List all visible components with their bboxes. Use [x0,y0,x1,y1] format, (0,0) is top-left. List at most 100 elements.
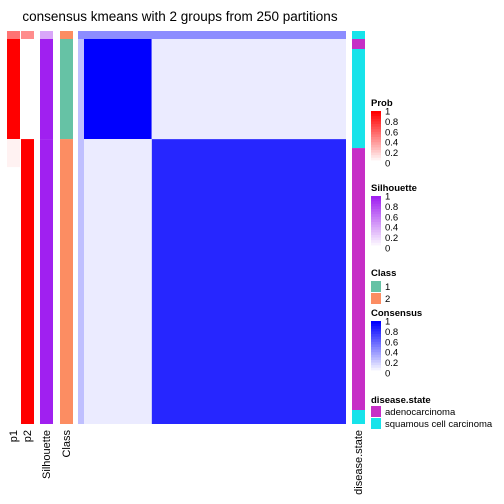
class-legend-label: 1 [385,282,390,293]
consensus-legend-swatch [371,360,381,364]
silhouette-legend-swatch [371,222,381,226]
prob-legend-swatch [371,157,381,161]
consensus-legend-swatch [371,328,381,332]
silhouette-legend-tick: 0.8 [385,202,398,213]
silhouette-legend-tick: 0.6 [385,212,398,223]
consensus-block-class-2 [151,139,346,424]
silhouette-legend-swatch [371,198,381,202]
annotation-labels: p1 p2 Silhouette Class disease.state [8,430,365,495]
p1-cell-class-2 [7,139,20,424]
silhouette-label: Silhouette [41,430,53,479]
consensus-legend-swatch [371,331,381,335]
disease-state-label: disease.state [353,430,365,495]
chart-title: consensus kmeans with 2 groups from 250 … [22,9,338,24]
consensus-block-between-a [151,31,346,140]
prob-legend-swatch [371,131,381,135]
prob-legend-tick: 0 [385,159,390,170]
consensus-legend-swatch [371,354,381,358]
class-legend-title: Class [371,268,396,279]
prob-legend-swatch [371,121,381,125]
silhouette-legend-swatch [371,240,381,244]
silhouette-legend-swatch [371,227,381,231]
disease-cell-squamous-b [352,49,365,149]
disease-cell-adeno-b [352,148,365,410]
consensus-legend-tick: 0.6 [385,337,398,348]
p2-cell-class-1 [21,31,34,140]
prob-legend-swatch [371,129,381,133]
silhouette-legend-swatch [371,219,381,223]
consensus-legend-swatch [371,341,381,345]
consensus-legend-swatch [371,370,381,374]
consensus-legend-swatch [371,357,381,361]
class-cell-1 [60,31,73,140]
disease-state-legend-label: adenocarcinoma [385,407,456,418]
silhouette-legend-swatch [371,245,381,249]
consensus-legend-swatch [371,352,381,356]
prob-legend-tick: 0.2 [385,148,398,159]
consensus-legend-swatch [371,334,381,338]
silhouette-legend-swatch [371,201,381,205]
prob-legend-swatch [371,137,381,141]
prob-legend-title: Prob [371,98,393,109]
disease-state-legend-swatch [371,418,381,429]
p2-outlier-cell [21,31,34,39]
silhouette-legend-swatch [371,209,381,213]
prob-legend-swatch [371,139,381,143]
disease-cell-adeno-a [352,39,365,49]
silhouette-legend-title: Silhouette [371,183,417,194]
silhouette-legend-swatch [371,203,381,207]
p1-cell-class-1 [7,31,20,140]
silhouette-cell-class-1 [40,31,53,140]
disease-state-legend-swatch [371,406,381,417]
class-legend-swatch [371,293,381,304]
disease-cell-squamous-c [352,410,365,424]
prob-legend-swatch [371,150,381,154]
silhouette-legend-swatch [371,196,381,200]
prob-legend-swatch [371,124,381,128]
outlier-column-stripe [78,31,84,424]
prob-legend-swatch [371,160,381,164]
class-cell-2 [60,139,73,424]
class-label: Class [61,430,73,458]
prob-legend-swatch [371,144,381,148]
silhouette-legend-swatch [371,232,381,236]
silhouette-outlier-cell [40,31,53,39]
p2-label: p2 [22,430,34,442]
consensus-legend-tick: 0.8 [385,327,398,338]
silhouette-legend-swatch [371,214,381,218]
prob-legend-tick: 0.8 [385,117,398,128]
prob-legend-tick: 0.6 [385,127,398,138]
silhouette-legend-swatch [371,229,381,233]
prob-legend-swatch [371,142,381,146]
consensus-legend-swatch [371,326,381,330]
prob-legend-tick: 0.4 [385,138,398,149]
consensus-legend-swatch [371,323,381,327]
prob-legend-swatch [371,152,381,156]
prob-legend-swatch [371,113,381,117]
silhouette-legend-swatch [371,235,381,239]
class-outlier-cell [60,31,73,39]
disease-state-legend-label: squamous cell carcinoma [385,419,493,430]
silhouette-legend-swatch [371,216,381,220]
silhouette-legend-tick: 0 [385,244,390,255]
disease-cell-squamous-a [352,31,365,39]
silhouette-legend-tick: 1 [385,192,390,203]
silhouette-legend-swatch [371,224,381,228]
silhouette-legend-swatch [371,211,381,215]
silhouette-legend-swatch [371,242,381,246]
silhouette-legend-swatch [371,237,381,241]
prob-legend-swatch [371,147,381,151]
consensus-legend-title: Consensus [371,308,422,319]
p1-lowprob-cell [7,139,20,168]
prob-legend-tick: 1 [385,107,390,118]
prob-legend-swatch [371,111,381,115]
silhouette-cell-class-2 [40,139,53,424]
prob-legend-swatch [371,155,381,159]
consensus-block-between-b [78,139,152,424]
consensus-legend-tick: 0 [385,369,390,380]
consensus-legend-tick: 0.4 [385,348,398,359]
heatmap-body [78,31,346,424]
class-legend-swatch [371,281,381,292]
silhouette-legend-swatch [371,206,381,210]
